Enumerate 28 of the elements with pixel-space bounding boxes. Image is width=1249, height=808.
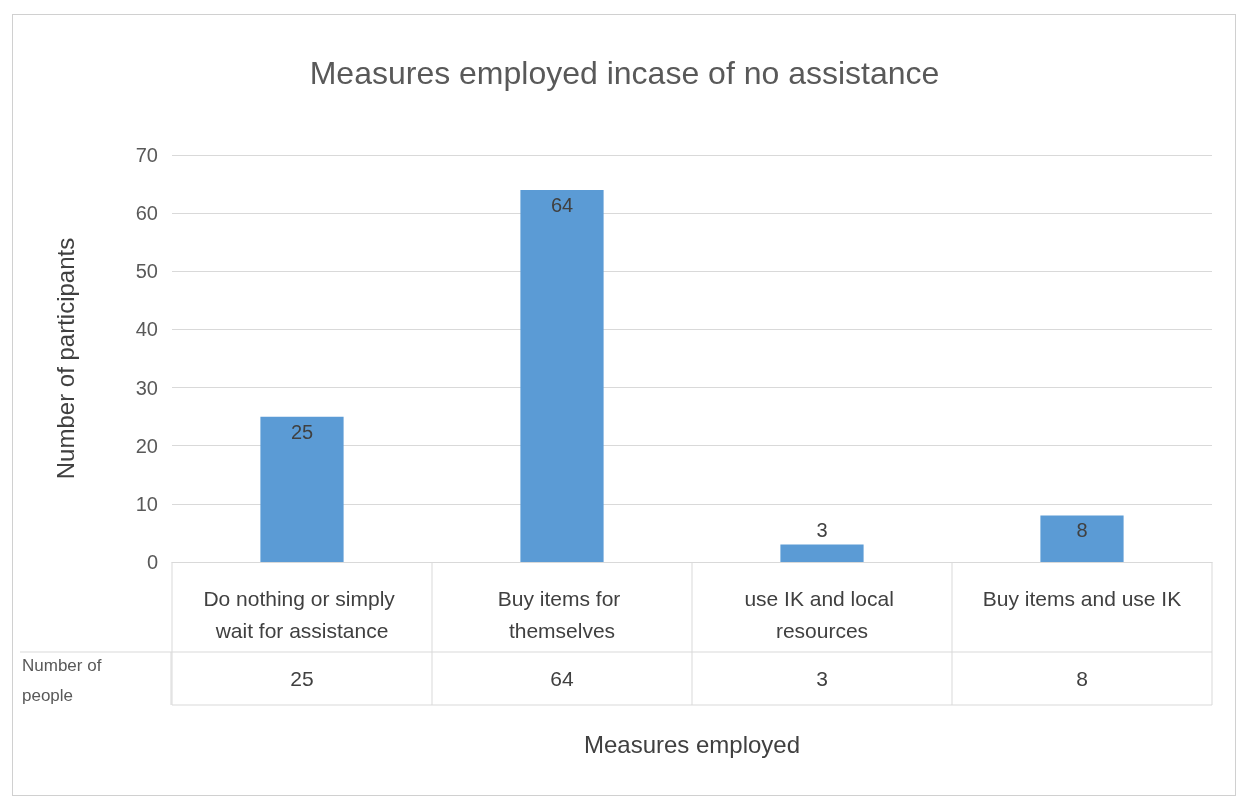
x-tick-label: Do nothing or simply wait for assistance bbox=[203, 586, 401, 642]
y-axis-title: Number of participants bbox=[51, 237, 79, 480]
chart-title: Measures employed incase of no assistance bbox=[309, 55, 940, 91]
y-tick-label: 10 bbox=[135, 492, 158, 515]
data-label: 8 bbox=[1076, 667, 1088, 690]
bar bbox=[780, 544, 864, 562]
data-label: 3 bbox=[816, 667, 828, 690]
text: 25 bbox=[290, 420, 314, 443]
x-axis-title: Measures employed bbox=[583, 730, 801, 758]
x-tick-label: Buy items and use IK bbox=[982, 586, 1182, 610]
y-tick-label: 40 bbox=[135, 318, 158, 341]
y-tick-label: 50 bbox=[135, 260, 158, 283]
data-label: 25 bbox=[290, 667, 314, 690]
x-tick-label: Buy items for themselves bbox=[497, 586, 627, 642]
text: 64 bbox=[550, 193, 574, 216]
y-tick-label: 70 bbox=[135, 144, 158, 166]
text: 3 bbox=[816, 518, 828, 541]
y-tick-label: 20 bbox=[135, 434, 158, 457]
data-label: 64 bbox=[550, 667, 574, 690]
y-tick-label: 60 bbox=[135, 202, 158, 225]
bar bbox=[1040, 515, 1124, 562]
x-tick-label: use IK and local resources bbox=[744, 586, 900, 642]
y-tick-label: 0 bbox=[146, 551, 158, 573]
text: Number of people bbox=[22, 655, 102, 705]
bar bbox=[260, 416, 344, 562]
y-tick-label: 30 bbox=[135, 376, 158, 399]
text: 8 bbox=[1076, 519, 1088, 542]
bar bbox=[520, 189, 604, 562]
